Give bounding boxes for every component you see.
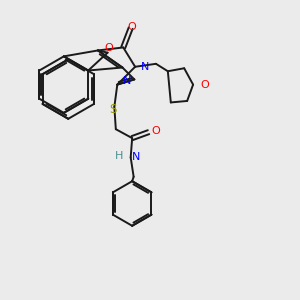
Text: N: N [140,62,149,72]
Text: O: O [200,80,209,90]
Text: H: H [115,151,123,161]
Text: O: O [152,126,160,136]
Text: O: O [105,43,113,53]
Text: N: N [123,76,131,86]
Text: S: S [109,103,116,116]
Text: O: O [128,22,136,32]
Text: N: N [132,152,140,162]
